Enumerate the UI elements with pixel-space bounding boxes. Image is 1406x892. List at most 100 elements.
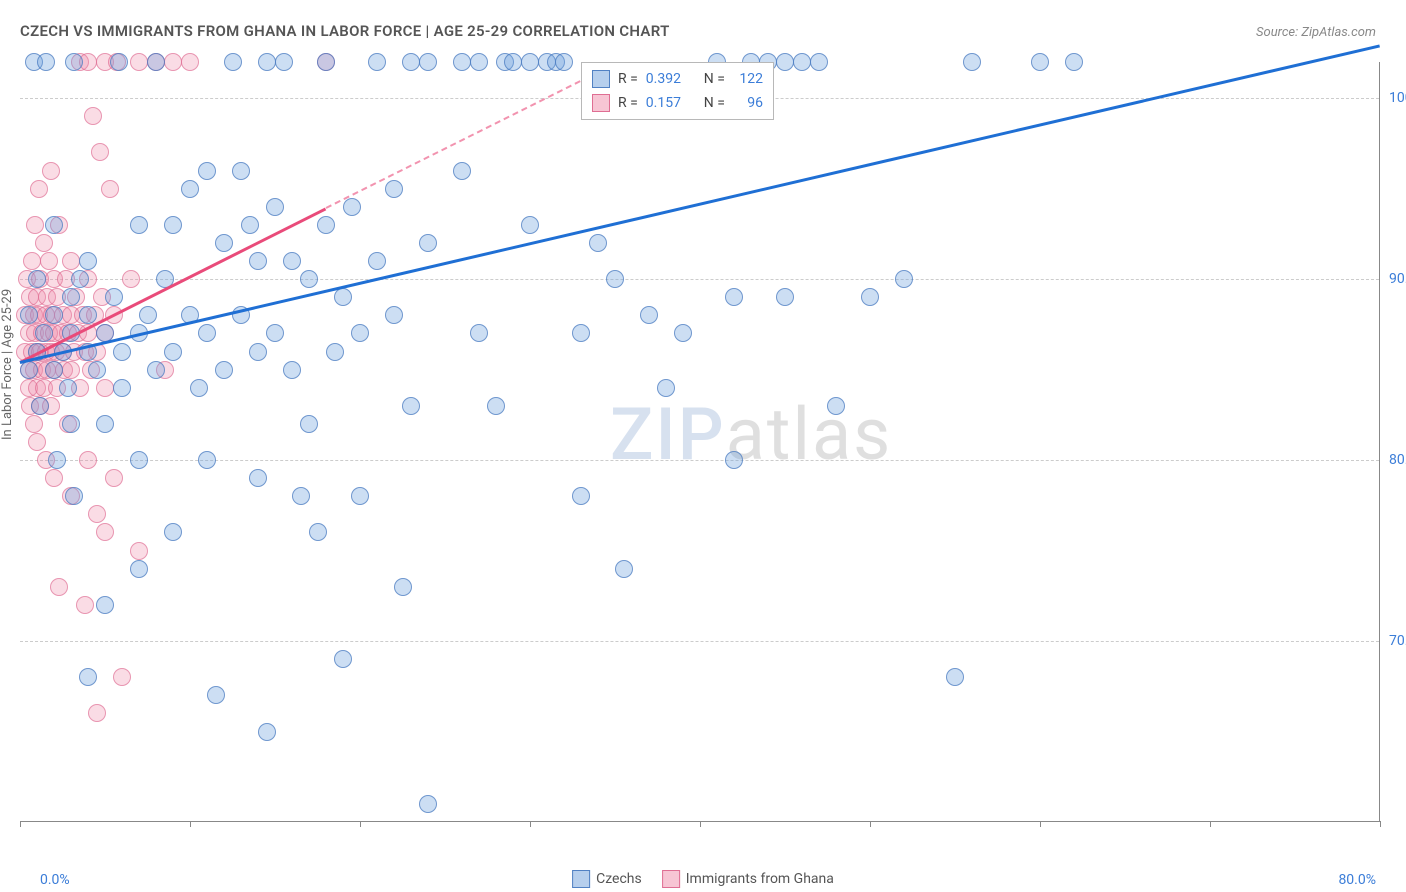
- data-point: [1065, 53, 1083, 71]
- data-point: [368, 252, 386, 270]
- watermark: ZIPatlas: [610, 392, 892, 477]
- data-point: [419, 795, 437, 813]
- x-tick: [20, 821, 21, 827]
- data-point: [725, 451, 743, 469]
- data-point: [164, 53, 182, 71]
- data-point: [402, 397, 420, 415]
- data-point: [453, 162, 471, 180]
- r-value: 0.392: [646, 71, 696, 87]
- data-point: [385, 306, 403, 324]
- data-point: [79, 451, 97, 469]
- data-point: [606, 270, 624, 288]
- data-point: [1031, 53, 1049, 71]
- data-point: [79, 252, 97, 270]
- data-point: [147, 53, 165, 71]
- data-point: [292, 487, 310, 505]
- data-point: [207, 686, 225, 704]
- data-point: [101, 180, 119, 198]
- n-value: 96: [733, 95, 763, 111]
- data-point: [521, 216, 539, 234]
- data-point: [65, 53, 83, 71]
- data-point: [91, 143, 109, 161]
- data-point: [657, 379, 675, 397]
- data-point: [96, 523, 114, 541]
- data-point: [62, 415, 80, 433]
- data-point: [71, 270, 89, 288]
- data-point: [59, 379, 77, 397]
- data-point: [45, 469, 63, 487]
- data-point: [164, 216, 182, 234]
- data-point: [343, 198, 361, 216]
- data-point: [572, 324, 590, 342]
- data-point: [164, 523, 182, 541]
- data-point: [326, 343, 344, 361]
- x-tick: [190, 821, 191, 827]
- data-point: [470, 53, 488, 71]
- data-point: [385, 180, 403, 198]
- data-point: [62, 361, 80, 379]
- data-point: [130, 53, 148, 71]
- data-point: [300, 270, 318, 288]
- legend-swatch: [592, 70, 610, 88]
- data-point: [130, 560, 148, 578]
- data-point: [198, 162, 216, 180]
- x-tick: [1040, 821, 1041, 827]
- data-point: [266, 324, 284, 342]
- data-point: [674, 324, 692, 342]
- data-point: [130, 542, 148, 560]
- data-point: [79, 668, 97, 686]
- data-point: [40, 252, 58, 270]
- legend-label: Immigrants from Ghana: [686, 871, 834, 887]
- data-point: [419, 234, 437, 252]
- data-point: [113, 343, 131, 361]
- x-tick: [360, 821, 361, 827]
- chart-title: CZECH VS IMMIGRANTS FROM GHANA IN LABOR …: [20, 22, 670, 40]
- data-point: [776, 53, 794, 71]
- data-point: [113, 668, 131, 686]
- data-point: [164, 343, 182, 361]
- data-point: [589, 234, 607, 252]
- data-point: [487, 397, 505, 415]
- data-point: [309, 523, 327, 541]
- x-axis-max-label: 80.0%: [1338, 872, 1376, 888]
- data-point: [37, 53, 55, 71]
- data-point: [42, 162, 60, 180]
- data-point: [317, 53, 335, 71]
- trendline: [326, 71, 599, 208]
- y-tick-label: 70.0%: [1389, 633, 1406, 649]
- gridline: [20, 641, 1379, 642]
- r-label: R =: [618, 71, 638, 87]
- data-point: [20, 306, 38, 324]
- data-point: [45, 306, 63, 324]
- x-tick: [700, 821, 701, 827]
- data-point: [35, 324, 53, 342]
- data-point: [266, 198, 284, 216]
- r-label: R =: [618, 95, 638, 111]
- data-point: [258, 53, 276, 71]
- data-point: [946, 668, 964, 686]
- data-point: [26, 216, 44, 234]
- gridline: [20, 460, 1379, 461]
- data-point: [79, 306, 97, 324]
- data-point: [62, 252, 80, 270]
- data-point: [62, 288, 80, 306]
- legend-swatch: [572, 870, 590, 888]
- legend-row: R = 0.392 N = 122: [592, 67, 763, 91]
- n-label: N =: [704, 71, 725, 87]
- data-point: [105, 469, 123, 487]
- data-point: [105, 288, 123, 306]
- n-value: 122: [733, 71, 763, 87]
- data-point: [963, 53, 981, 71]
- data-point: [283, 252, 301, 270]
- data-point: [793, 53, 811, 71]
- data-point: [725, 288, 743, 306]
- data-point: [504, 53, 522, 71]
- data-point: [334, 650, 352, 668]
- data-point: [368, 53, 386, 71]
- data-point: [810, 53, 828, 71]
- correlation-legend: R =0.392N =122R =0.157N =96: [581, 62, 774, 120]
- n-label: N =: [704, 95, 725, 111]
- data-point: [110, 53, 128, 71]
- data-point: [65, 487, 83, 505]
- data-point: [394, 578, 412, 596]
